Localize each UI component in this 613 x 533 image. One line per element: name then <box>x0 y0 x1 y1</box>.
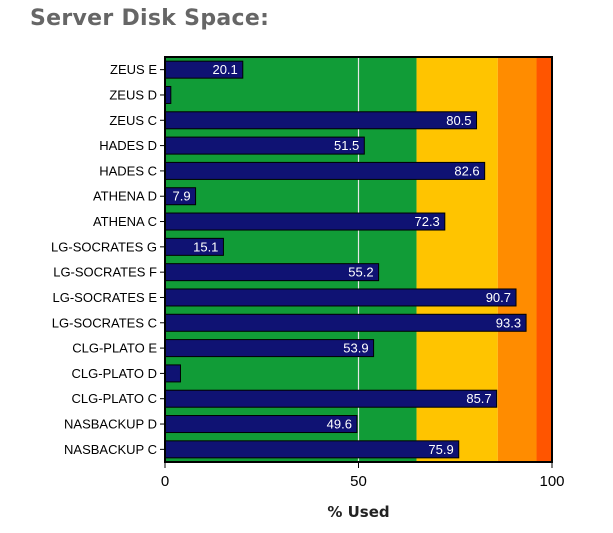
category-label: ATHENA C <box>93 214 157 229</box>
page-title: Server Disk Space: <box>30 6 270 31</box>
bar <box>164 161 486 180</box>
category-label: LG-SOCRATES G <box>51 239 157 254</box>
bar <box>164 313 527 332</box>
bar-value-label: 75.9 <box>428 442 453 457</box>
x-tick-label: 50 <box>350 473 367 490</box>
x-tick-label: 0 <box>161 473 169 490</box>
bar-value-label: 55.2 <box>348 265 373 280</box>
bar <box>164 111 478 130</box>
bar-value-label: 15.1 <box>193 239 218 254</box>
band-2 <box>497 57 537 462</box>
bar-value-label: 20.1 <box>212 62 237 77</box>
category-labels: ZEUS E ZEUS D ZEUS C HADES D HADES C ATHENA D… <box>51 62 165 457</box>
category-label: CLG-PLATO D <box>72 366 157 381</box>
bar-value-label: 53.9 <box>343 341 368 356</box>
bar-value-label: 93.3 <box>496 315 521 330</box>
category-label: LG-SOCRATES C <box>52 315 157 330</box>
x-tick-label: 100 <box>539 473 564 490</box>
category-label: ZEUS D <box>109 87 157 102</box>
x-axis-title: % Used <box>327 503 389 521</box>
bar-value-label: 85.7 <box>466 391 491 406</box>
bar-value-label: 72.3 <box>414 214 439 229</box>
band-3 <box>536 57 552 462</box>
bar <box>164 288 517 307</box>
category-label: HADES C <box>99 163 157 178</box>
bar <box>164 263 380 282</box>
bar-value-label: 49.6 <box>327 417 352 432</box>
category-label: LG-SOCRATES F <box>53 265 157 280</box>
bar <box>164 440 460 459</box>
bar-value-label: 51.5 <box>334 138 359 153</box>
category-label: NASBACKUP C <box>64 442 157 457</box>
bar <box>164 212 446 231</box>
category-label: LG-SOCRATES E <box>52 290 157 305</box>
category-label: ATHENA D <box>93 189 157 204</box>
category-label: NASBACKUP D <box>64 417 157 432</box>
x-axis-ticks: 0 50 100 <box>161 462 565 490</box>
category-label: CLG-PLATO E <box>72 341 157 356</box>
category-label: HADES D <box>99 138 157 153</box>
bar <box>164 389 498 408</box>
bar-value-label: 7.9 <box>172 189 190 204</box>
category-label: ZEUS C <box>109 113 157 128</box>
bar-value-label: 90.7 <box>486 290 511 305</box>
bar <box>164 364 181 383</box>
bar-value-label: 80.5 <box>446 113 471 128</box>
bar-value-label: 82.6 <box>454 163 479 178</box>
category-label: CLG-PLATO C <box>72 391 157 406</box>
category-label: ZEUS E <box>110 62 157 77</box>
